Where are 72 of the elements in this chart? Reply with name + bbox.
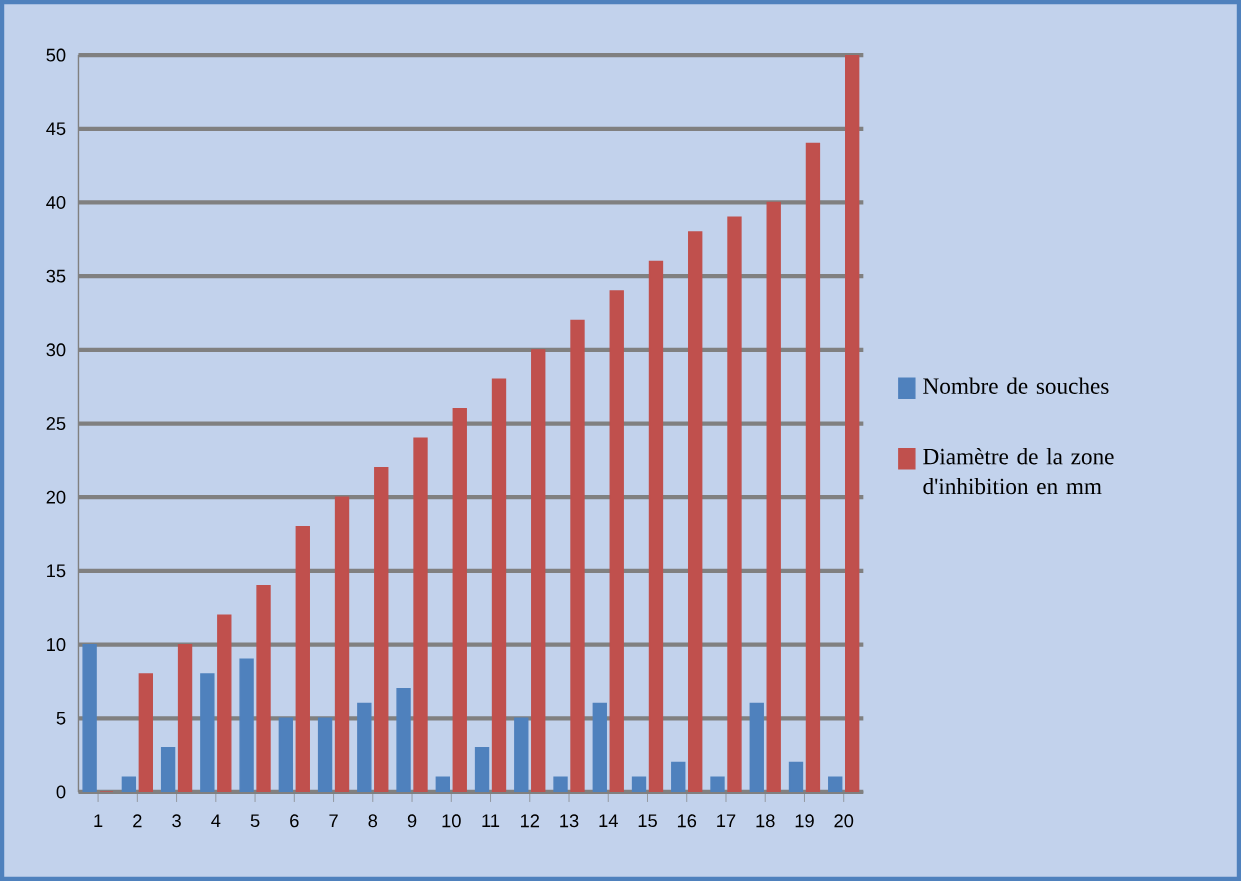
bar <box>357 702 372 792</box>
x-tick-label: 2 <box>133 814 142 828</box>
bar <box>788 761 804 792</box>
bar <box>317 717 333 792</box>
x-tick-label: 5 <box>250 814 260 828</box>
x-tick-label: 4 <box>211 814 221 827</box>
bar <box>217 614 232 792</box>
bar <box>491 378 507 792</box>
y-tick-label: 15 <box>47 564 66 578</box>
legend-label: Diamètre de la zone d'inhibition en mm <box>923 448 1114 495</box>
bar <box>845 55 860 792</box>
x-tick-label: 15 <box>638 814 657 828</box>
x-tick-label: 14 <box>599 814 618 827</box>
bar <box>474 747 490 792</box>
bar <box>256 584 271 792</box>
x-tick-label: 3 <box>172 814 181 828</box>
bar <box>452 408 467 792</box>
bar <box>413 437 428 792</box>
bar <box>239 658 254 792</box>
bar <box>82 643 97 792</box>
bar <box>295 525 310 792</box>
x-tick-label: 13 <box>560 814 579 828</box>
x-tick-label: 9 <box>407 814 417 828</box>
x-tick-label: 1 <box>94 814 103 827</box>
bar <box>138 673 153 792</box>
bar <box>278 717 294 792</box>
bar <box>710 776 725 792</box>
bar <box>177 643 193 792</box>
y-tick-label: 10 <box>47 638 66 652</box>
y-tick-label: 30 <box>46 343 66 357</box>
y-tick-label: 0 <box>56 785 66 799</box>
legend-label: Nombre de souches <box>923 377 1109 394</box>
bar <box>749 702 764 792</box>
bar <box>592 702 607 792</box>
bar <box>727 216 742 792</box>
x-tick-label: 11 <box>482 814 500 827</box>
y-tick-label: 5 <box>56 711 66 725</box>
bar <box>766 201 781 792</box>
x-tick-label: 20 <box>834 814 854 828</box>
bar <box>531 349 546 792</box>
y-tick-label: 50 <box>46 48 66 62</box>
x-tick-label: 12 <box>520 814 540 828</box>
y-tick-label: 20 <box>46 490 66 504</box>
bar <box>553 776 568 792</box>
bar <box>671 761 686 792</box>
bar <box>570 319 585 792</box>
x-tick-label: 8 <box>368 814 378 828</box>
x-tick-label: 7 <box>329 814 338 827</box>
x-tick-label: 16 <box>677 814 697 828</box>
x-tick-label: 17 <box>717 814 736 827</box>
x-tick-label: 10 <box>442 814 461 828</box>
bar <box>396 688 411 792</box>
bar <box>609 290 624 792</box>
x-tick-label: 6 <box>290 814 299 828</box>
bar <box>648 260 664 792</box>
bar <box>688 231 703 792</box>
x-tick-label: 18 <box>756 814 775 828</box>
bar <box>805 142 821 792</box>
bar <box>374 467 389 792</box>
bar <box>514 717 529 792</box>
bar <box>160 747 176 792</box>
y-tick-label: 35 <box>46 269 66 283</box>
y-tick-label: 45 <box>46 122 66 136</box>
y-tick-label: 40 <box>46 195 66 209</box>
bar <box>121 776 137 792</box>
bar <box>200 673 215 792</box>
bar <box>828 776 843 792</box>
bar <box>334 496 350 792</box>
y-tick-label: 25 <box>46 417 66 430</box>
bar <box>435 776 450 792</box>
bar <box>631 776 647 792</box>
x-tick-label: 19 <box>795 814 814 828</box>
